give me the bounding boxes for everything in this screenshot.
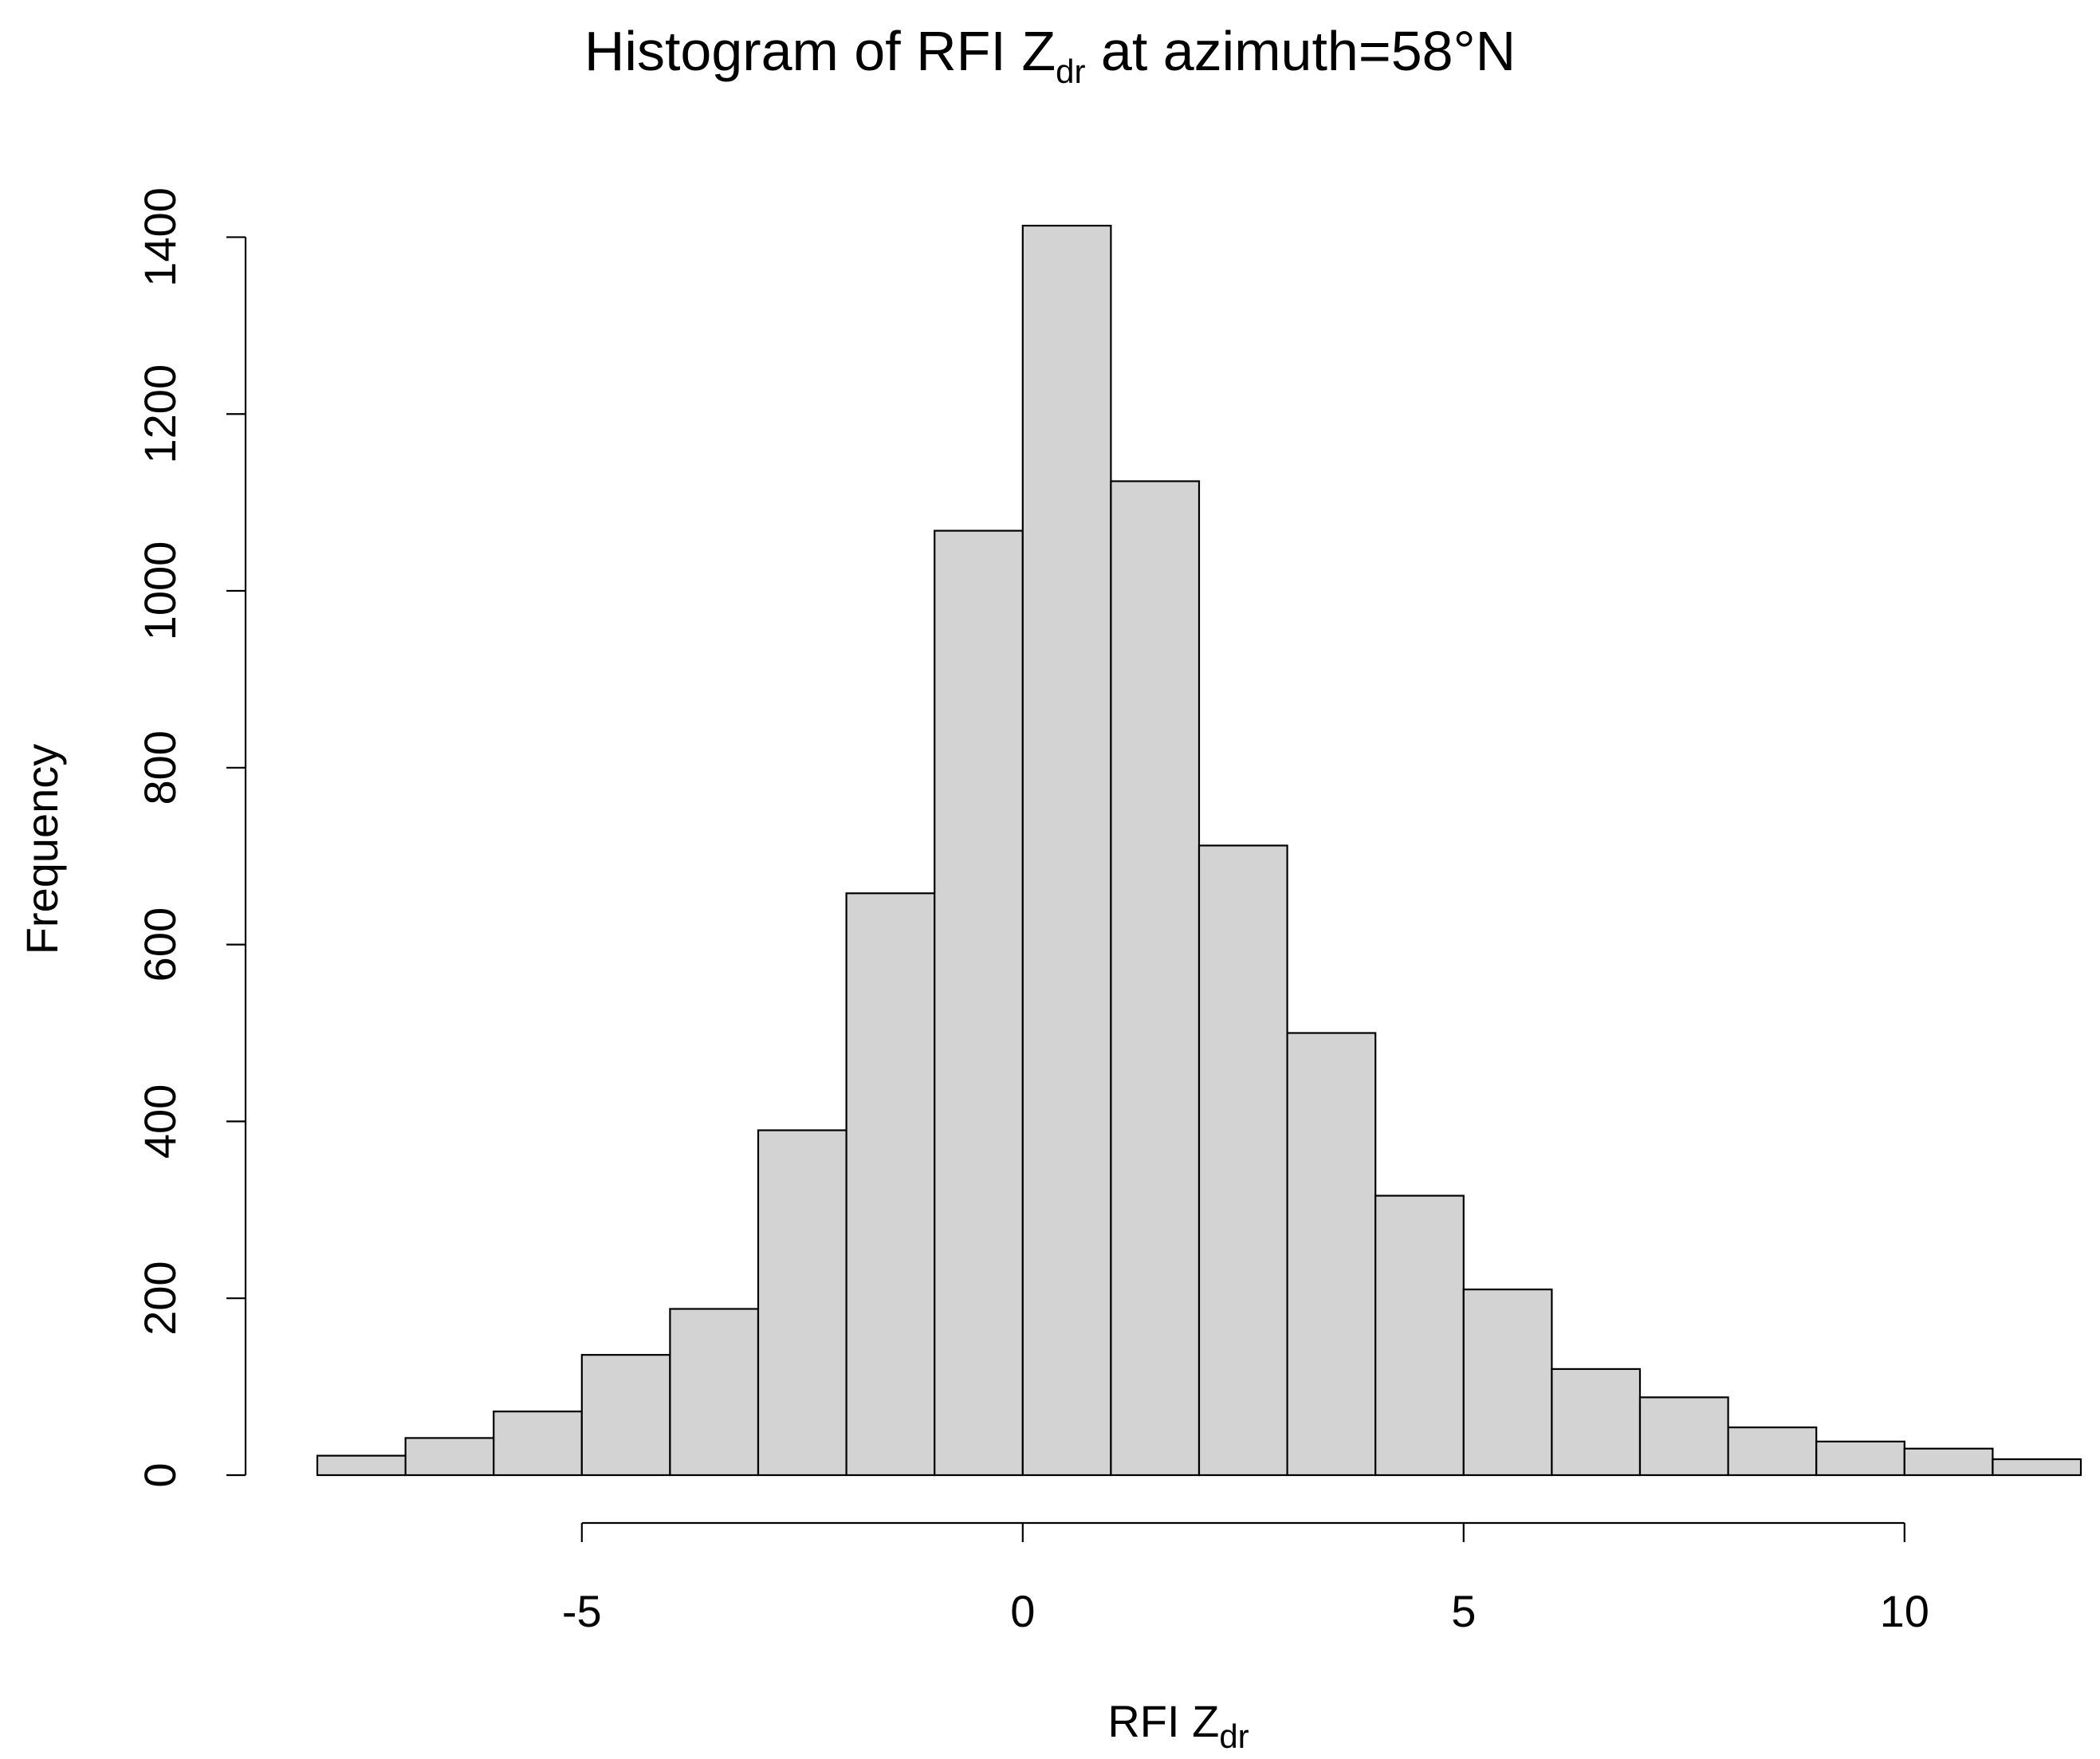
- histogram-bar: [1197, 844, 1288, 1477]
- histogram-bar: [669, 1308, 760, 1477]
- y-tick-label: 1400: [135, 187, 185, 287]
- histogram-bar: [757, 1129, 847, 1477]
- histogram-bar: [316, 1454, 407, 1477]
- y-tick-label: 400: [135, 1084, 185, 1159]
- histogram-bar: [1903, 1447, 1994, 1477]
- x-tick-label: 0: [1010, 1586, 1035, 1636]
- histogram-bar: [580, 1354, 671, 1477]
- x-tick-label: 10: [1880, 1586, 1929, 1636]
- x-tick-label: 5: [1451, 1586, 1476, 1636]
- histogram-bar: [1551, 1367, 1642, 1477]
- chart-title: Histogram of RFI Zdr at azimuth=58°N: [584, 20, 1516, 90]
- histogram-bar: [1992, 1458, 2082, 1477]
- histogram-bar: [1727, 1426, 1818, 1477]
- histogram-bar: [1462, 1289, 1553, 1477]
- x-axis: -5 0 5 10: [562, 1521, 1929, 1636]
- chart-title-main: Histogram of RFI Z: [584, 20, 1056, 82]
- histogram-bar: [1638, 1396, 1729, 1477]
- y-tick-label: 600: [135, 907, 185, 982]
- y-tick-label: 200: [135, 1261, 185, 1335]
- histogram-bar: [493, 1411, 583, 1477]
- histogram-bar: [1021, 224, 1112, 1477]
- y-axis-label: Frequency: [17, 744, 67, 955]
- histogram-bar: [1286, 1032, 1377, 1477]
- chart-title-rest: at azimuth=58°N: [1085, 20, 1516, 82]
- bars-group: [316, 224, 2082, 1477]
- y-axis: 0 200 400 600 800 1000 1200 1400: [135, 187, 247, 1488]
- x-axis-label-main: RFI Z: [1107, 1696, 1219, 1746]
- y-tick-label: 800: [135, 730, 185, 805]
- histogram-bar: [1110, 480, 1201, 1477]
- histogram-bar: [1815, 1440, 1905, 1477]
- histogram-bar: [404, 1437, 495, 1477]
- x-tick-label: -5: [562, 1586, 602, 1636]
- histogram-bar: [934, 529, 1024, 1477]
- histogram-bar: [1374, 1194, 1465, 1477]
- y-tick-label: 1000: [135, 541, 185, 641]
- chart-title-sub: dr: [1056, 53, 1085, 90]
- x-axis-label: RFI Zdr: [1107, 1696, 1249, 1755]
- histogram-bar: [845, 892, 936, 1477]
- y-tick-label: 1200: [135, 364, 185, 464]
- y-tick-label: 0: [135, 1462, 185, 1487]
- x-axis-label-sub: dr: [1219, 1718, 1249, 1755]
